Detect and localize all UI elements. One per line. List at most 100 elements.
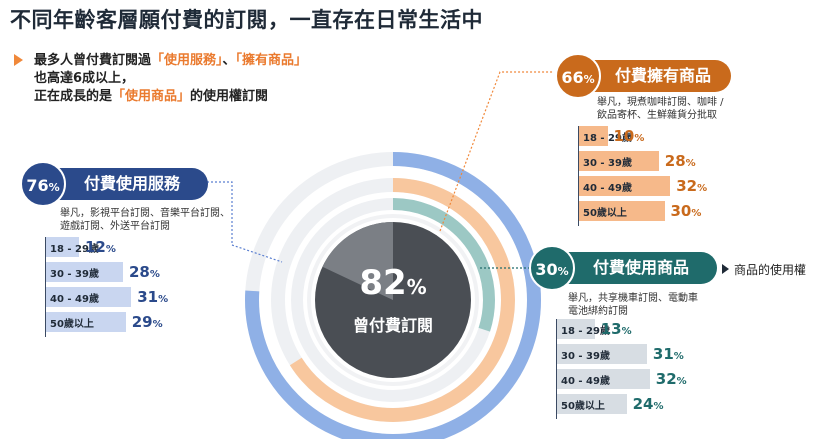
use-age-row: 18 - 29歲 13%: [557, 319, 727, 339]
service-age-label: 40 - 49歲: [50, 294, 99, 305]
use-age-bar: [557, 394, 627, 414]
service-title: 付費使用服務: [84, 174, 181, 193]
badge-use: 30% 付費使用商品: [529, 245, 717, 291]
service-age-value: 12%: [85, 238, 116, 256]
service-desc-2: 遊戲訂閱、外送平台訂閱: [60, 221, 170, 232]
summary-text: 最多人曾付費訂閱過「使用服務」、「擁有商品」 也高達6成以上， 正在成長的是「使…: [14, 52, 307, 106]
use-age-label: 40 - 49歲: [561, 376, 610, 387]
service-age-bars: 18 - 29歲 12% 30 - 39歲 28% 40 - 49歲 31% 50歲以上 29…: [45, 237, 216, 337]
service-age-row: 50歲以上 29%: [46, 312, 216, 332]
own-age-value: 28%: [664, 152, 696, 170]
summary-highlight-own: 「擁有商品」: [235, 53, 308, 68]
usage-arrow-icon: [722, 264, 729, 274]
summary-line1-pre: 最多人曾付費訂閱過: [34, 53, 152, 68]
own-desc-1: 舉凡，現煮咖啡訂閱、咖啡 /: [597, 97, 724, 108]
center-percent: 82%: [333, 263, 453, 303]
own-title: 付費擁有商品: [615, 66, 712, 85]
connector-own: [439, 71, 553, 232]
service-pct-circle: 76%: [20, 161, 66, 207]
service-age-row: 40 - 49歲 31%: [46, 287, 216, 307]
service-age-row: 18 - 29歲 12%: [46, 237, 216, 257]
own-age-bar: [579, 201, 665, 221]
service-age-value: 28%: [129, 263, 160, 281]
use-age-label: 18 - 29歲: [561, 326, 610, 337]
use-age-label: 50歲以上: [561, 401, 605, 412]
usage-label: 商品的使用權: [734, 263, 807, 277]
service-age-bar: [46, 312, 126, 332]
use-age-value: 13%: [600, 320, 632, 338]
own-age-label: 18 - 29歲: [583, 133, 632, 144]
use-pct-unit: %: [557, 265, 569, 278]
summary-highlight-use: 「使用商品」: [112, 89, 191, 104]
service-pct-unit: %: [48, 181, 60, 194]
own-age-label: 30 - 39歲: [583, 158, 632, 169]
own-age-value: 30%: [670, 202, 702, 220]
own-pct: 66: [561, 68, 584, 87]
center-pct-value: 82: [359, 263, 407, 303]
service-age-value: 29%: [131, 313, 163, 331]
service-age-label: 18 - 29歲: [50, 244, 99, 255]
use-age-value: 24%: [632, 395, 664, 413]
page-title: 不同年齡客層願付費的訂閱，一直存在日常生活中: [10, 8, 483, 32]
use-title: 付費使用商品: [593, 258, 690, 277]
badge-own: 66% 付費擁有商品: [555, 53, 731, 99]
use-age-label: 30 - 39歲: [561, 351, 610, 362]
service-desc: 舉凡，影視平台訂閱、音樂平台訂閱、 遊戲訂閱、外送平台訂閱: [60, 207, 230, 233]
own-desc-2: 飲品寄杯、生鮮雜貨分批取: [597, 110, 717, 121]
service-age-bar: [46, 237, 79, 257]
own-age-label: 40 - 49歲: [583, 183, 632, 194]
use-age-row: 40 - 49歲 32%: [557, 369, 727, 389]
own-age-bar: [579, 126, 608, 146]
summary-line-2: 也高達6成以上，: [34, 71, 135, 86]
own-desc: 舉凡，現煮咖啡訂閱、咖啡 / 飲品寄杯、生鮮雜貨分批取: [597, 96, 724, 122]
summary-sep: 、: [222, 53, 236, 68]
ring-arc-use: [291, 198, 495, 402]
use-age-bar: [557, 369, 650, 389]
summary-line-1: 最多人曾付費訂閱過「使用服務」、「擁有商品」: [34, 52, 307, 70]
own-age-row: 50歲以上 30%: [579, 201, 739, 221]
own-age-bar: [579, 176, 671, 196]
use-age-value: 31%: [652, 345, 684, 363]
ring-inner-gap: [307, 214, 479, 386]
own-age-value: 32%: [676, 177, 708, 195]
service-age-label: 50歲以上: [50, 319, 94, 330]
use-age-bar: [557, 319, 595, 339]
bullet-arrow-icon: [14, 54, 23, 66]
service-age-bar: [46, 262, 123, 282]
own-age-value: 10%: [613, 127, 645, 145]
own-pct-unit: %: [583, 73, 595, 86]
service-pct: 76: [26, 176, 49, 195]
own-age-row: 30 - 39歲 28%: [579, 151, 739, 171]
use-age-row: 30 - 39歲 31%: [557, 344, 727, 364]
use-age-bars: 18 - 29歲 13% 30 - 39歲 31% 40 - 49歲 32% 50歲以上 24…: [556, 319, 727, 419]
own-age-row: 18 - 29歲 10%: [579, 126, 739, 146]
summary-line3-pre: 正在成長的是: [34, 89, 113, 104]
connector-service: [207, 181, 283, 263]
use-pct: 30: [535, 260, 558, 279]
service-age-label: 30 - 39歲: [50, 269, 99, 280]
service-age-row: 30 - 39歲 28%: [46, 262, 216, 282]
ring-arc-own: [271, 178, 515, 422]
summary-line-3: 正在成長的是「使用商品」的使用權訂閱: [34, 88, 307, 106]
ring-arc-service: [245, 152, 541, 439]
center-pie-remainder: [322, 222, 393, 300]
own-age-label: 50歲以上: [583, 208, 627, 219]
use-desc: 舉凡，共享機車訂閱、電動車 電池綁約訂閱: [568, 292, 698, 318]
use-age-bar: [557, 344, 647, 364]
center-pct-unit: %: [406, 275, 427, 299]
service-desc-1: 舉凡，影視平台訂閱、音樂平台訂閱、: [60, 208, 230, 219]
use-desc-1: 舉凡，共享機車訂閱、電動車: [568, 293, 698, 304]
own-pct-circle: 66%: [555, 53, 601, 99]
badge-service: 76% 付費使用服務: [20, 161, 208, 207]
use-desc-2: 電池綁約訂閱: [568, 306, 628, 317]
service-age-bar: [46, 287, 132, 307]
service-age-value: 31%: [137, 288, 169, 306]
own-age-bars: 18 - 29歲 10% 30 - 39歲 28% 40 - 49歲 32% 50歲以上 30…: [578, 126, 739, 226]
use-age-row: 50歲以上 24%: [557, 394, 727, 414]
summary-line3-post: 的使用權訂閱: [190, 89, 269, 104]
summary-highlight-service: 「使用服務」: [151, 53, 223, 68]
own-age-bar: [579, 151, 659, 171]
use-age-value: 32%: [655, 370, 687, 388]
center-label: 曾付費訂閱: [352, 316, 433, 335]
